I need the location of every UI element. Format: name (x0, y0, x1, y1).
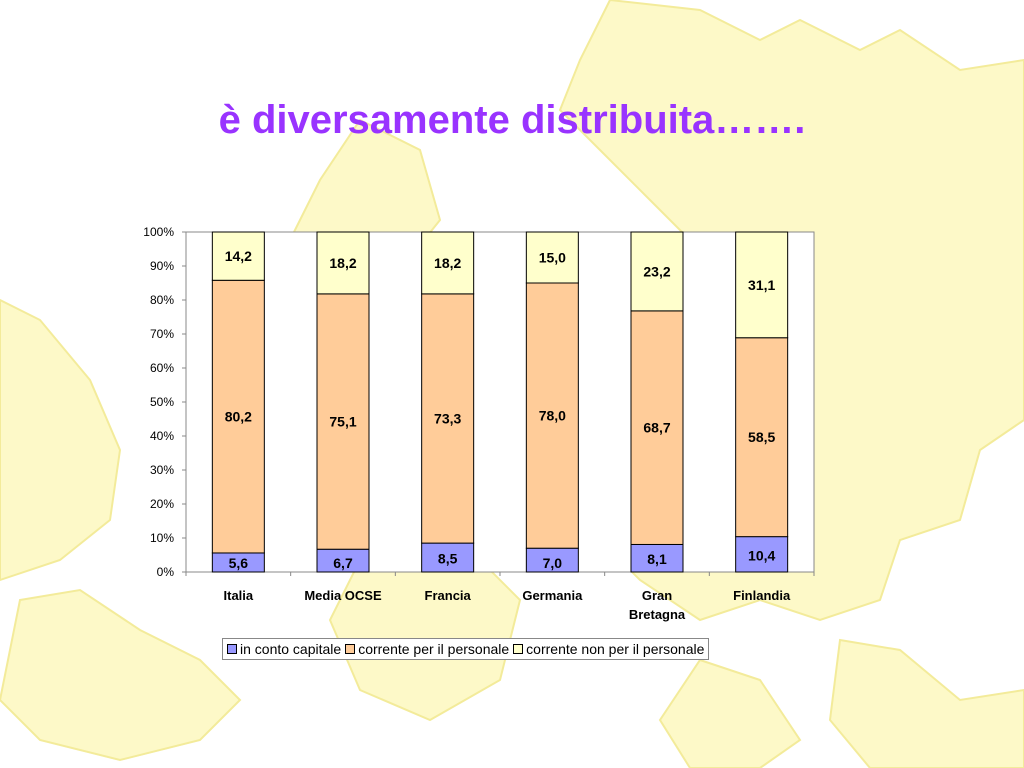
data-label: 80,2 (225, 409, 252, 425)
data-label: 10,4 (748, 547, 775, 563)
y-tick-label: 70% (150, 327, 174, 341)
bar-segment (735, 337, 789, 538)
y-tick-label: 80% (150, 293, 174, 307)
data-label: 14,2 (225, 248, 252, 264)
data-label: 58,5 (748, 429, 775, 445)
legend-item: corrente per il personale (345, 641, 509, 657)
bar-segment (735, 536, 789, 573)
legend-swatch (227, 644, 237, 654)
data-label: 5,6 (229, 555, 249, 571)
y-tick-label: 100% (143, 225, 174, 239)
x-tick-label: Bretagna (629, 607, 686, 622)
data-label: 75,1 (329, 414, 356, 430)
bar-segment (211, 279, 265, 554)
legend-item: corrente non per il personale (513, 641, 704, 657)
bar-segment (630, 310, 684, 545)
y-tick-label: 50% (150, 395, 174, 409)
bar-segment (525, 282, 579, 549)
bar-segment (211, 231, 265, 281)
bar-segment (421, 231, 475, 295)
data-label: 8,5 (438, 551, 458, 567)
y-tick-label: 10% (150, 531, 174, 545)
legend-label: in conto capitale (240, 641, 342, 657)
data-label: 18,2 (434, 255, 461, 271)
data-label: 15,0 (539, 250, 566, 266)
x-tick-label: Italia (224, 588, 254, 603)
bar-segment (630, 231, 684, 312)
data-label: 8,1 (647, 551, 667, 567)
bar-segment (316, 231, 370, 295)
y-tick-label: 60% (150, 361, 174, 375)
x-tick-label: Gran (642, 588, 672, 603)
x-tick-label: Finlandia (733, 588, 791, 603)
bar-segment (316, 293, 370, 550)
bar-segment (735, 231, 789, 339)
y-tick-label: 20% (150, 497, 174, 511)
x-tick-label: Germania (522, 588, 583, 603)
data-label: 18,2 (329, 255, 356, 271)
x-tick-label: Francia (425, 588, 472, 603)
legend-label: corrente per il personale (358, 641, 510, 657)
slide-title: è diversamente distribuita……. (218, 98, 806, 142)
bar-segment (525, 231, 579, 284)
y-tick-label: 40% (150, 429, 174, 443)
bar-segment (421, 293, 475, 544)
legend-item: in conto capitale (227, 641, 341, 657)
bar-segment (421, 542, 475, 573)
data-label: 7,0 (543, 555, 563, 571)
chart-legend: in conto capitale corrente per il persona… (222, 638, 710, 660)
legend-swatch (345, 644, 356, 654)
bar-segment (630, 543, 684, 573)
data-label: 68,7 (643, 420, 670, 436)
x-tick-label: Media OCSE (304, 588, 382, 603)
legend-label: corrente non per il personale (526, 641, 705, 657)
y-tick-label: 0% (157, 565, 175, 579)
data-label: 23,2 (643, 263, 670, 279)
y-tick-label: 30% (150, 463, 174, 477)
y-tick-label: 90% (150, 259, 174, 273)
data-label: 6,7 (333, 555, 353, 571)
legend-swatch (513, 644, 524, 654)
data-label: 31,1 (748, 277, 775, 293)
data-label: 73,3 (434, 410, 461, 426)
plot-area (185, 231, 815, 573)
data-label: 78,0 (539, 408, 566, 424)
